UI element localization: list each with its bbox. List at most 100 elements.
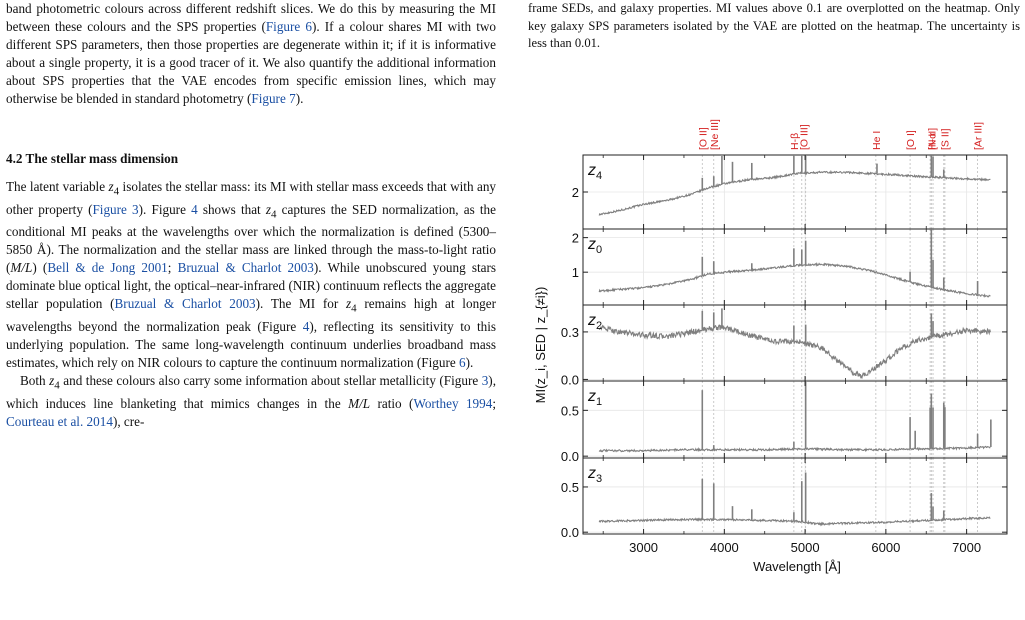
paragraph-2: The latent variable z4 isolates the stel…: [6, 178, 496, 372]
left-text-column: band photometric colours across differen…: [6, 0, 496, 431]
citation-link[interactable]: Figure 3: [92, 201, 139, 217]
text-run: ).: [295, 91, 304, 106]
emission-line-label: He I: [871, 131, 883, 150]
math-symbol: M/L: [348, 395, 371, 411]
paragraph-3: Both z4 and these colours also carry som…: [6, 372, 496, 431]
panel-frame: [582, 457, 1008, 535]
panel-label-subscript: 3: [596, 473, 602, 485]
mi-series-z1: [598, 445, 991, 453]
text-run: and these colours also carry some inform…: [59, 372, 482, 388]
panel-label-letter: z: [587, 236, 596, 253]
text-run: captures the SED normalization, as the c…: [6, 201, 497, 276]
x-tick-label: 5000: [791, 540, 820, 555]
figure-caption: frame SEDs, and galaxy properties. MI va…: [528, 1, 1020, 50]
text-run: ;: [492, 395, 496, 411]
panel-z0: 12 z0: [572, 228, 1008, 306]
y-tick-label: 0.5: [561, 480, 579, 495]
y-tick-label: 0.0: [561, 449, 579, 464]
panel-label-subscript: 0: [596, 244, 602, 256]
y-axis-label: MI(z_i, SED | z_{≠i}): [533, 287, 548, 404]
panel-label-letter: z: [587, 162, 596, 179]
y-tick-label: 0.3: [561, 325, 579, 340]
panel-label-subscript: 4: [596, 170, 602, 182]
math-symbol: z: [265, 201, 272, 217]
emission-line-label: [O I]: [905, 130, 917, 150]
x-tick-label: 3000: [629, 540, 658, 555]
emission-line-label: [S II]: [939, 128, 951, 150]
text-run: The latent variable: [6, 179, 109, 194]
citation-link[interactable]: Figure 7: [251, 91, 296, 106]
y-tick-label: 0.0: [561, 372, 579, 387]
text-run: shows that: [197, 201, 266, 217]
subscript: 4: [271, 208, 277, 221]
paragraph-1: band photometric colours across differen…: [6, 0, 496, 108]
panel-label-z2: z2: [587, 312, 602, 332]
citation-link[interactable]: 4: [191, 201, 198, 217]
panel-z2: 0.0 0.3 z2: [561, 304, 1008, 387]
emission-line-label: [Ar III]: [973, 122, 985, 150]
citation-link[interactable]: Bruzual & Charlot 2003: [114, 296, 256, 312]
math-symbol: M/L: [10, 260, 33, 276]
text-run: ). While unobscured young stars dominate…: [6, 260, 496, 312]
y-tick-label: 2: [572, 185, 579, 200]
subscript: 4: [113, 185, 120, 198]
panel-label-z1: z1: [587, 388, 602, 408]
text-run: ) (: [32, 260, 48, 276]
citation-link[interactable]: Figure 6: [265, 19, 312, 34]
emission-line-label: H-β: [789, 133, 801, 150]
text-run: ;: [167, 260, 178, 276]
x-tick-label: 7000: [952, 540, 981, 555]
panel-label-subscript: 2: [596, 320, 602, 332]
x-tick-label: 4000: [710, 540, 739, 555]
text-run: ). Figure: [138, 201, 192, 217]
text-run: isolates the stellar mass: its MI with s…: [6, 179, 497, 217]
panel-label-z4: z4: [587, 162, 602, 182]
citation-link[interactable]: 6: [459, 354, 466, 370]
text-run: band photometric colours across differen…: [6, 1, 496, 34]
citation-link[interactable]: Bruzual & Charlot 2003: [177, 260, 314, 276]
emission-line-label: [N II]: [927, 128, 939, 150]
citation-link[interactable]: Bell & de Jong 2001: [47, 260, 168, 276]
text-run: ratio (: [370, 395, 414, 411]
citation-link[interactable]: Courteau et al. 2014: [6, 413, 113, 429]
panel-z4: 2z4: [572, 154, 1008, 230]
panel-z1: 0.0 0.5 z1: [561, 380, 1008, 464]
right-column: frame SEDs, and galaxy properties. MI va…: [528, 0, 1020, 53]
mi-series-z0: [598, 261, 991, 298]
emission-line-label: [O II]: [697, 127, 709, 150]
math-symbol: z: [49, 372, 55, 388]
text-run: remains high at longer wavelengths beyon…: [6, 296, 497, 334]
panel-z3: 0.0 0.5 z3: [561, 457, 1008, 540]
citation-link[interactable]: 3: [481, 372, 489, 388]
citation-link[interactable]: Worthey 1994: [413, 395, 493, 411]
panel-label-z0: z0: [587, 236, 602, 256]
text-run: Both: [20, 372, 50, 388]
text-run: ). The MI for: [255, 296, 347, 312]
text-run: ).: [465, 354, 474, 370]
text-run: ), cre-: [112, 413, 145, 429]
y-tick-label: 1: [572, 265, 579, 280]
emission-line-label: [Ne III]: [709, 119, 721, 150]
x-tick-label: 6000: [871, 540, 900, 555]
panel-label-z3: z3: [587, 465, 602, 485]
y-tick-label: 0.0: [561, 525, 579, 540]
text-run: ). If a colour shares MI with two differ…: [6, 19, 496, 106]
mi-series-z4: [598, 169, 991, 216]
mi-series-z2: [598, 324, 991, 380]
panel-label-subscript: 1: [596, 396, 602, 408]
y-tick-label: 0.5: [561, 403, 579, 418]
emission-line-label: [O III]: [799, 124, 811, 150]
subscript: 4: [54, 379, 60, 392]
panel-label-letter: z: [587, 312, 596, 329]
mi-series-z3: [598, 516, 991, 527]
emission-line-label: H-α: [926, 133, 938, 150]
math-symbol: z: [108, 179, 114, 194]
panel-label-letter: z: [587, 388, 596, 405]
y-tick-label: 2: [572, 231, 579, 246]
text-run: ), which induces line blanketing that mi…: [6, 372, 496, 411]
citation-link[interactable]: 4: [302, 318, 310, 334]
math-symbol: z: [346, 296, 352, 312]
x-axis-label: Wavelength [Å]: [753, 559, 841, 574]
subscript: 4: [351, 302, 357, 315]
